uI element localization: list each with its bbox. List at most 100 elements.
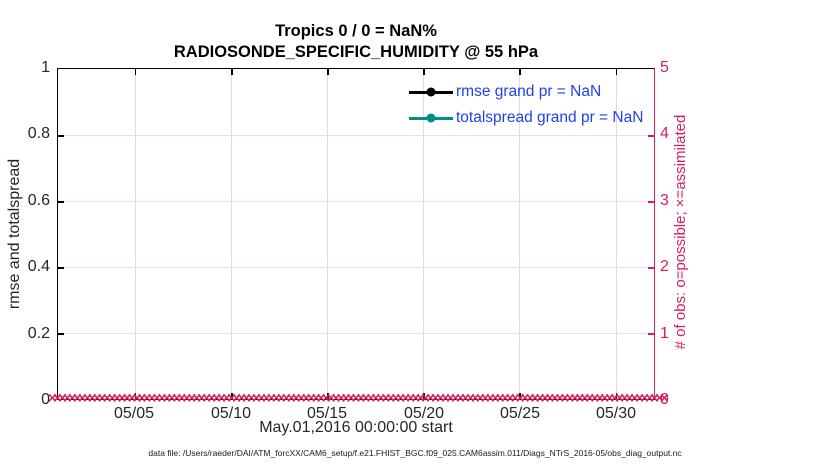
obs-marker: × <box>111 391 123 406</box>
obs-marker: × <box>71 391 83 406</box>
x-axis-title: May.01,2016 00:00:00 start <box>259 419 453 436</box>
gridline-horizontal <box>58 267 654 268</box>
obs-marker: × <box>574 391 586 406</box>
legend-item-rmse: rmse grand pr = NaN <box>409 79 643 105</box>
obs-marker: × <box>459 391 471 406</box>
obs-marker: × <box>171 391 183 406</box>
obs-marker: × <box>405 391 417 406</box>
obs-marker: × <box>270 391 282 406</box>
obs-marker: × <box>345 391 357 406</box>
x-tick-label: 05/30 <box>595 405 637 422</box>
x-tick-label: 05/15 <box>306 405 348 422</box>
obs-marker: × <box>445 391 456 406</box>
obs-marker: × <box>91 391 103 406</box>
obs-marker: × <box>534 391 546 406</box>
obs-marker: × <box>455 391 466 406</box>
obs-marker: × <box>211 391 223 406</box>
obs-marker: × <box>599 391 611 406</box>
obs-marker: × <box>196 391 208 406</box>
gridline-vertical <box>519 69 521 399</box>
y-tick-left <box>58 201 64 203</box>
obs-marker: × <box>659 391 670 406</box>
left-axis-title: rmse and totalspread <box>6 158 23 310</box>
gridline-horizontal <box>58 333 654 334</box>
obs-marker: × <box>564 391 576 406</box>
obs-marker: × <box>654 391 665 406</box>
obs-marker: × <box>126 391 138 406</box>
obs-marker: × <box>629 391 641 406</box>
obs-marker: × <box>320 391 332 406</box>
obs-marker: × <box>380 391 392 406</box>
obs-marker: × <box>186 391 198 406</box>
y-tick-label-left: 0 <box>41 391 50 408</box>
obs-marker: × <box>325 391 337 406</box>
x-tick <box>231 69 233 75</box>
obs-marker: × <box>514 391 526 406</box>
right-axis-title: # of obs: o=possible; ×=assimilated <box>672 114 689 350</box>
obs-marker: × <box>335 391 347 406</box>
obs-marker: × <box>554 391 566 406</box>
obs-marker: × <box>101 391 113 406</box>
obs-marker: × <box>370 391 382 406</box>
obs-marker: × <box>594 391 606 406</box>
obs-marker: × <box>484 391 496 406</box>
gridline-horizontal <box>58 135 654 136</box>
y-tick-label-left: 0.8 <box>27 125 50 142</box>
obs-marker: × <box>146 391 158 406</box>
obs-marker: × <box>285 391 297 406</box>
obs-marker: × <box>420 391 432 406</box>
obs-marker: × <box>529 391 541 406</box>
obs-marker: × <box>141 391 153 406</box>
obs-marker: × <box>649 391 660 406</box>
obs-marker: × <box>415 391 427 406</box>
y-tick-label-right: 1 <box>660 325 669 342</box>
gridline-vertical <box>327 69 329 399</box>
obs-marker: × <box>519 391 531 406</box>
obs-marker: × <box>47 391 58 406</box>
obs-marker: × <box>435 391 446 406</box>
x-tick <box>134 69 137 75</box>
obs-marker: × <box>539 391 551 406</box>
x-tick-label: 05/05 <box>113 405 155 422</box>
obs-marker: × <box>340 391 352 406</box>
obs-marker-band: × × × × × × × × × × × × × × × × × × × × × × × × × × × × × × × × × × × × × × × ×… <box>47 391 670 407</box>
obs-marker: × <box>251 391 262 406</box>
obs-marker: × <box>56 391 68 406</box>
x-tick <box>615 393 618 399</box>
rmse-line-sample <box>409 87 453 97</box>
obs-marker: × <box>644 391 655 406</box>
y-tick-label-left: 1 <box>41 59 50 76</box>
obs-marker: × <box>231 391 242 406</box>
y-tick-label-right: 2 <box>660 258 669 275</box>
obs-marker: × <box>290 391 302 406</box>
chart-title: Tropics 0 / 0 = NaN% RADIOSONDE_SPECIFIC… <box>57 21 655 63</box>
obs-marker: × <box>295 391 307 406</box>
obs-marker: × <box>559 391 571 406</box>
obs-marker: × <box>330 391 342 406</box>
obs-marker: × <box>360 391 372 406</box>
y-tick-label-right: 0 <box>660 391 669 408</box>
obs-marker: × <box>201 391 213 406</box>
y-tick-label-left: 0.2 <box>27 325 50 342</box>
obs-marker: × <box>624 391 636 406</box>
obs-marker: × <box>609 391 621 406</box>
obs-marker: × <box>66 391 78 406</box>
legend-item-totalspread: totalspread grand pr = NaN <box>409 105 643 131</box>
rmse-marker-icon <box>426 87 436 97</box>
obs-marker: × <box>116 391 128 406</box>
obs-marker: × <box>430 391 442 406</box>
obs-marker: × <box>191 391 203 406</box>
obs-marker: × <box>614 391 626 406</box>
obs-marker: × <box>569 391 581 406</box>
obs-marker: × <box>489 391 501 406</box>
x-tick <box>231 393 233 399</box>
obs-marker: × <box>390 391 402 406</box>
title-line1: Tropics 0 / 0 = NaN% <box>275 22 437 40</box>
obs-marker: × <box>544 391 556 406</box>
y-tick-label-left: 0.4 <box>27 258 50 275</box>
obs-marker: × <box>131 391 143 406</box>
obs-marker: × <box>106 391 118 406</box>
x-tick <box>423 69 425 75</box>
obs-marker: × <box>51 391 63 406</box>
obs-marker: × <box>509 391 521 406</box>
